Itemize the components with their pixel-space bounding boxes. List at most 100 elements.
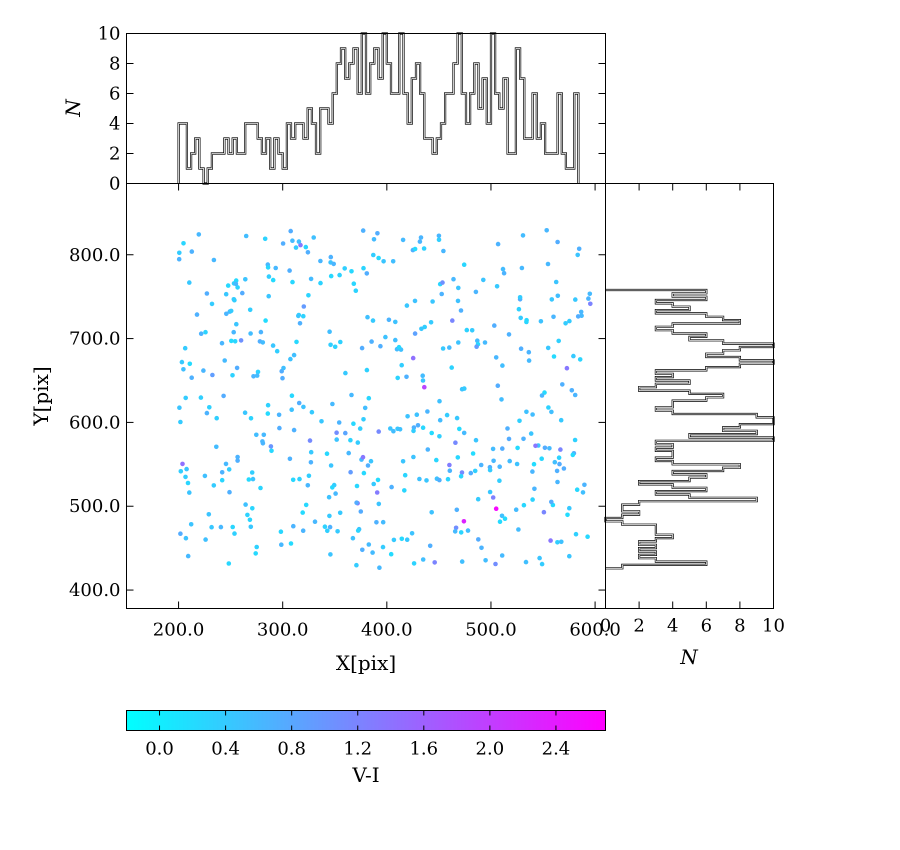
- scatter-point: [553, 279, 559, 285]
- scatter-point: [291, 352, 297, 358]
- scatter-point: [475, 338, 480, 344]
- scatter-point: [348, 469, 353, 475]
- scatter-point: [437, 477, 442, 483]
- scatter-point: [587, 291, 593, 297]
- scatter-point: [497, 464, 503, 470]
- scatter-point: [465, 528, 471, 533]
- scatter-point: [233, 278, 239, 283]
- scatter-point: [519, 265, 525, 271]
- scatter-point: [474, 344, 479, 350]
- scatter-point: [189, 375, 194, 381]
- scatter-point: [322, 524, 328, 529]
- scatter-point: [335, 529, 340, 534]
- colorbar-tick-label: 2.0: [476, 739, 505, 760]
- scatter-point: [318, 280, 323, 286]
- scatter-point: [464, 327, 470, 333]
- colorbar-tick-label: 1.2: [343, 739, 372, 760]
- scatter-point: [354, 562, 359, 568]
- scatter-point: [399, 362, 405, 368]
- scatter-point: [368, 458, 374, 464]
- scatter-point: [518, 315, 523, 321]
- scatter-point: [334, 430, 339, 436]
- scatter-point: [468, 470, 474, 476]
- scatter-point: [575, 314, 581, 319]
- scatter-point: [567, 505, 572, 511]
- scatter-point: [362, 405, 368, 411]
- scatter-point: [289, 407, 295, 413]
- scatter-point: [332, 344, 338, 350]
- scatter-point: [475, 496, 481, 502]
- scatter-point: [545, 345, 551, 351]
- scatter-point: [305, 483, 311, 488]
- scatter-point: [518, 346, 524, 352]
- scatter-y-ticks: 400.0 500.0 600.0 700.0 800.0: [69, 245, 606, 601]
- scatter-point: [580, 490, 586, 495]
- scatter-point: [240, 290, 245, 296]
- scatter-point: [371, 252, 376, 258]
- scatter-point: [214, 444, 219, 450]
- scatter-point: [400, 237, 406, 243]
- scatter-point: [453, 525, 459, 531]
- scatter-point: [500, 446, 505, 451]
- scatter-point: [377, 565, 382, 570]
- scatter-point: [405, 414, 410, 419]
- x-tick-label: 300.0: [257, 620, 309, 641]
- scatter-point: [410, 355, 416, 361]
- scatter-point: [366, 542, 372, 547]
- y-tick-label: 500.0: [69, 496, 121, 517]
- scatter-point: [449, 365, 455, 370]
- scatter-point: [349, 269, 354, 274]
- scatter-point: [296, 239, 302, 244]
- scatter-point: [306, 473, 312, 479]
- scatter-point: [351, 281, 357, 287]
- scatter-point: [250, 506, 255, 511]
- scatter-point: [412, 331, 418, 336]
- scatter-point: [242, 410, 248, 416]
- scatter-point: [582, 482, 587, 488]
- scatter-point: [506, 436, 512, 442]
- scatter-point: [260, 340, 266, 345]
- scatter-point: [290, 477, 296, 483]
- scatter-point: [388, 426, 393, 431]
- scatter-point: [551, 354, 557, 359]
- scatter-point: [458, 530, 464, 535]
- top-hist-tick-label: 8: [109, 54, 120, 75]
- scatter-point: [232, 297, 237, 303]
- scatter-point: [459, 470, 465, 475]
- scatter-point: [530, 469, 535, 474]
- scatter-point: [497, 478, 502, 484]
- scatter-point: [375, 477, 381, 483]
- scatter-point: [395, 375, 401, 381]
- scatter-point: [209, 524, 214, 530]
- scatter-point: [524, 317, 529, 323]
- scatter-point: [565, 512, 570, 518]
- scatter-point: [196, 232, 202, 237]
- scatter-point: [358, 509, 364, 514]
- scatter-point: [409, 531, 415, 536]
- top-hist-tick-label: 2: [109, 144, 120, 165]
- scatter-point: [297, 476, 302, 482]
- scatter-point: [248, 524, 254, 530]
- scatter-point: [206, 512, 212, 517]
- scatter-point: [402, 488, 407, 493]
- scatter-point: [229, 338, 234, 344]
- scatter-point: [419, 326, 424, 332]
- scatter-point: [183, 474, 188, 480]
- top-hist-tick-label: 0: [109, 174, 120, 195]
- top-hist-tick-label: 4: [109, 114, 120, 135]
- scatter-point: [516, 306, 522, 312]
- scatter-point: [312, 519, 318, 524]
- scatter-point: [404, 374, 409, 380]
- scatter-point: [376, 429, 382, 434]
- scatter-point: [371, 237, 377, 242]
- scatter-point: [473, 437, 479, 443]
- scatter-point: [365, 463, 371, 468]
- scatter-point: [524, 409, 529, 415]
- scatter-point: [375, 231, 380, 236]
- y-tick-label: 800.0: [69, 245, 121, 266]
- scatter-point: [228, 308, 234, 314]
- scatter-point: [558, 417, 564, 423]
- scatter-point: [258, 485, 263, 491]
- right-histogram: [604, 288, 775, 570]
